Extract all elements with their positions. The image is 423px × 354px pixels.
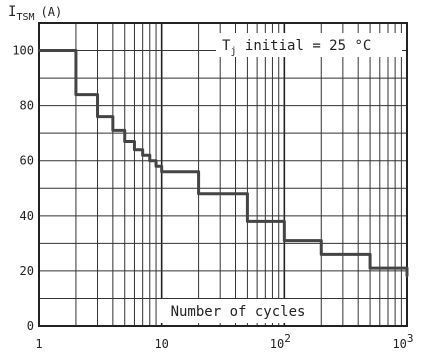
data-point <box>246 220 249 223</box>
grid <box>39 23 407 326</box>
x-tick-label: 1 <box>35 337 42 351</box>
data-point <box>368 266 372 270</box>
annotation-box <box>216 33 402 57</box>
data-point <box>74 93 78 96</box>
y-tick-label: 40 <box>20 209 34 223</box>
x-tick-exponent: 2 <box>284 332 291 345</box>
x-axis-label: Number of cycles <box>171 304 306 320</box>
y-tick-labels: 0 20 40 60 80 100 <box>12 44 34 333</box>
data-point <box>111 129 115 132</box>
annotation-text: Tj initial = 25 °C <box>222 38 371 57</box>
data-point <box>96 115 99 118</box>
data-point <box>197 192 200 195</box>
data-point <box>148 159 151 162</box>
y-tick-label: 80 <box>20 99 34 113</box>
data-point <box>283 239 286 242</box>
data-point <box>37 49 41 52</box>
data-point <box>123 140 126 143</box>
data-point <box>133 148 136 151</box>
data-point <box>405 275 409 278</box>
plot-frame <box>38 22 408 327</box>
data-series <box>37 49 409 278</box>
series-line <box>39 49 409 277</box>
data-point <box>320 253 323 256</box>
x-tick-label: 10 <box>154 337 168 351</box>
x-tick-label: 103 <box>392 332 413 351</box>
x-axis-label-box <box>158 299 318 323</box>
x-tick-label: 102 <box>270 332 291 351</box>
y-tick-label: 100 <box>12 44 34 58</box>
y-axis-label: ITSM (A) <box>8 4 62 23</box>
y-tick-label: 0 <box>27 319 34 333</box>
data-point <box>141 154 144 157</box>
y-tick-label: 20 <box>20 264 34 278</box>
x-tick-exponent: 3 <box>407 332 414 345</box>
data-point <box>160 170 163 173</box>
x-tick-labels: 1 10 102 103 <box>35 332 413 351</box>
y-tick-label: 60 <box>20 154 34 168</box>
data-point <box>154 165 158 168</box>
